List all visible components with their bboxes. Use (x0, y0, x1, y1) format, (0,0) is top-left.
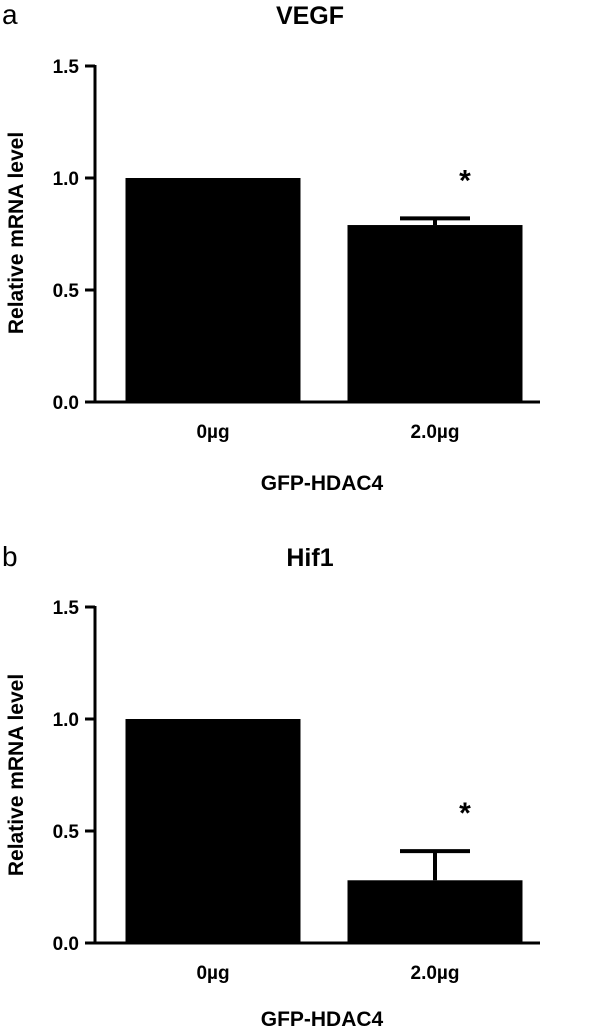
plot-area: 0.0 0.5 1.0 1.5 0µg * 2.0µg (53, 598, 540, 984)
x-tick-label: 2.0µg (411, 422, 460, 443)
x-tick-label: 0µg (196, 422, 229, 443)
y-tick-label: 0.5 (53, 281, 80, 302)
panel-b: b Hif1 Relative mRNA level GFP-HDAC4 0.0… (2, 541, 540, 1031)
y-tick-label: 0.0 (53, 393, 79, 414)
chart-title: Hif1 (286, 544, 333, 572)
significance-marker: * (459, 797, 471, 830)
x-axis-label: GFP-HDAC4 (261, 472, 384, 495)
y-axis-label: Relative mRNA level (5, 674, 28, 876)
bar (347, 880, 523, 943)
y-tick-label: 1.0 (53, 710, 79, 731)
y-axis-label: Relative mRNA level (5, 132, 28, 334)
x-tick-label: 0µg (196, 963, 229, 984)
plot-area: 0.0 0.5 1.0 1.5 0µg * 2.0µg (53, 57, 540, 443)
significance-marker: * (459, 164, 471, 197)
panel-letter: b (2, 541, 18, 572)
panel-a: a VEGF Relative mRNA level GFP-HDAC4 0.0… (2, 0, 540, 495)
y-tick-label: 1.5 (53, 57, 80, 78)
y-tick-label: 1.5 (53, 598, 80, 619)
panel-letter: a (2, 0, 18, 30)
y-tick-label: 0.0 (53, 934, 79, 955)
x-axis-label: GFP-HDAC4 (261, 1008, 384, 1031)
bar (125, 719, 301, 943)
y-tick-label: 0.5 (53, 822, 80, 843)
chart-title: VEGF (276, 2, 344, 30)
y-tick-label: 1.0 (53, 169, 79, 190)
bar (125, 178, 301, 402)
x-tick-label: 2.0µg (411, 963, 460, 984)
bar (347, 225, 523, 402)
